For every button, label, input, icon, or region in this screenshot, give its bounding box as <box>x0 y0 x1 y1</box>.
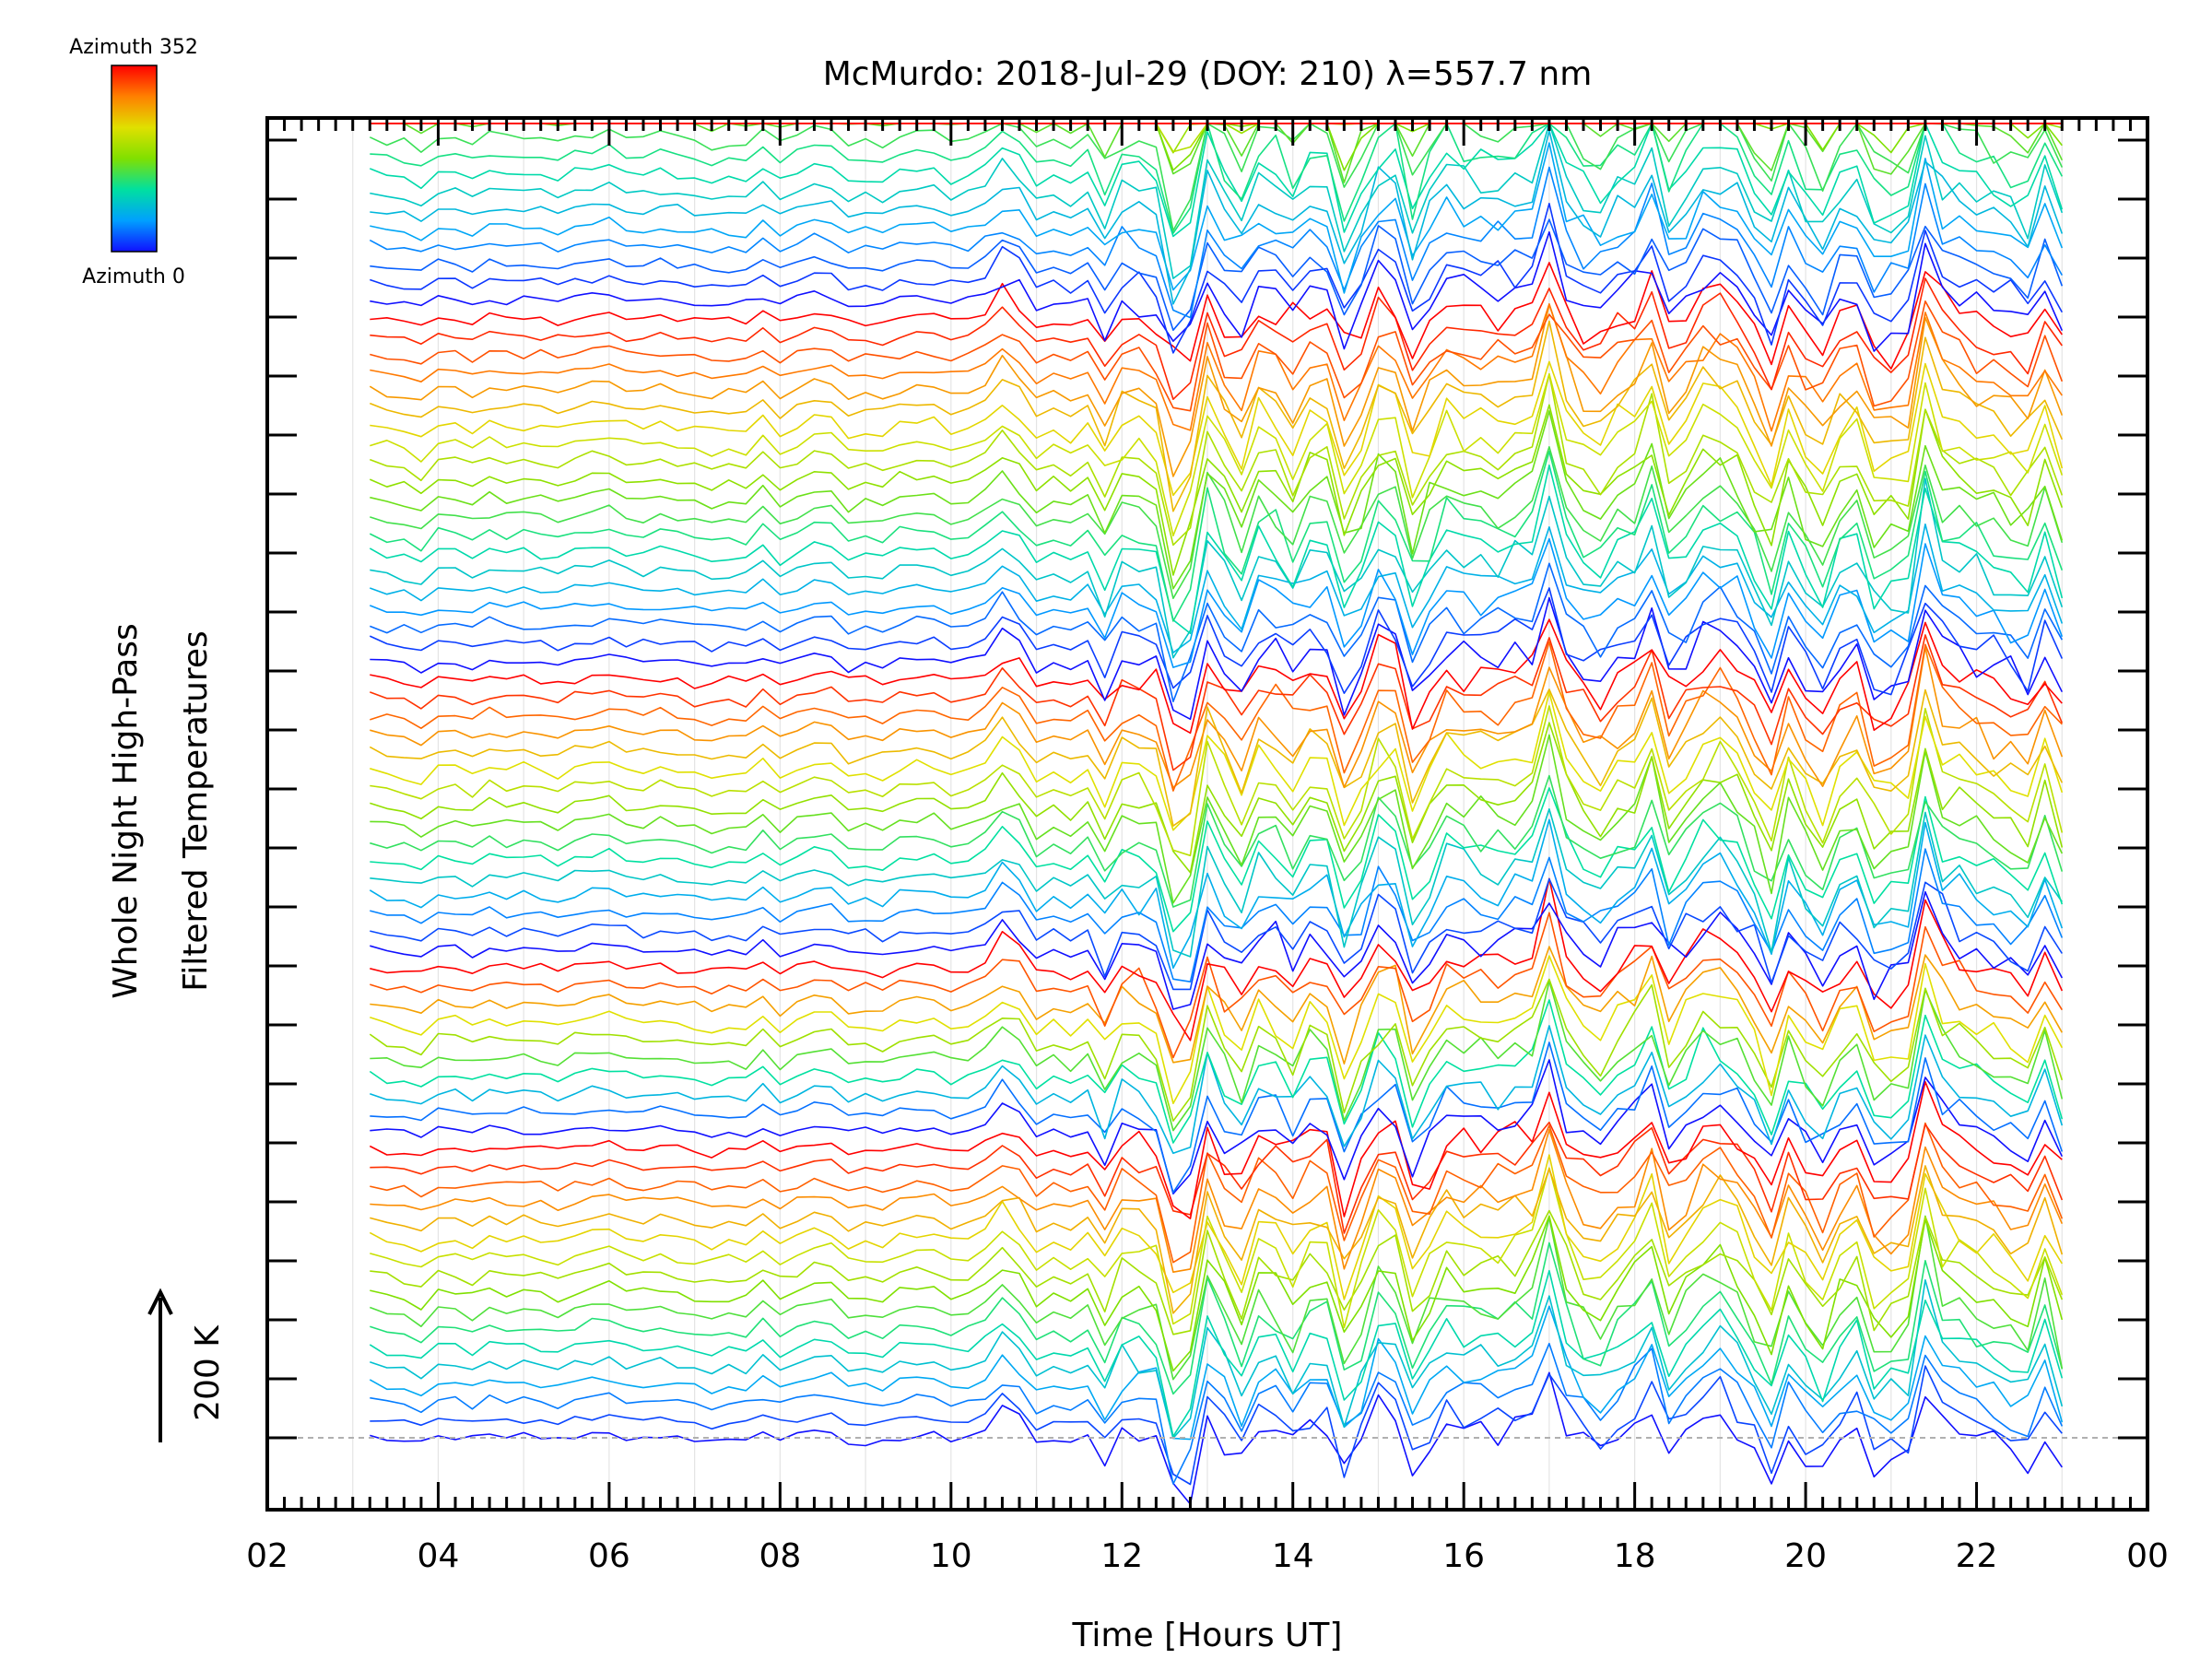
trace-line <box>370 218 2064 332</box>
x-tick-label: 04 <box>418 1537 460 1575</box>
trace-line <box>369 1305 2064 1441</box>
trace-line <box>370 1041 2064 1194</box>
scale-label: 200 K <box>189 1324 227 1421</box>
trace-line <box>369 404 2064 576</box>
x-axis-label: Time [Hours UT] <box>1072 1617 1343 1654</box>
trace-line <box>370 203 2064 354</box>
temperature-scale-bar: 200 K <box>147 1288 227 1442</box>
x-tick-label: 14 <box>1272 1537 1314 1575</box>
trace-line <box>370 302 2063 432</box>
trace-line <box>369 303 2064 477</box>
x-tick-label: 22 <box>1956 1537 1998 1575</box>
trace-line <box>370 722 2064 874</box>
trace-line <box>370 1122 2064 1264</box>
trace-line <box>370 1122 2064 1234</box>
x-tick-label: 00 <box>2126 1537 2169 1575</box>
trace-line <box>370 734 2064 904</box>
trace-line <box>370 320 2064 512</box>
trace-line <box>370 774 2064 908</box>
trace-line <box>370 445 2064 600</box>
trace-line <box>370 262 2063 370</box>
trace-line <box>370 477 2064 659</box>
trace-line <box>370 123 2064 238</box>
trace-line <box>370 890 2064 1010</box>
trace-line <box>370 523 2064 653</box>
trace-line <box>369 587 2064 696</box>
trace-line <box>370 877 2063 991</box>
trace-line <box>370 562 2063 703</box>
trace-line <box>370 1209 2064 1335</box>
trace-line <box>370 277 2063 401</box>
trace-line <box>370 1059 2064 1194</box>
colorbar-bottom-label: Azimuth 0 <box>82 265 185 288</box>
trace-line <box>369 1081 2063 1219</box>
trace-line <box>370 1215 2064 1372</box>
trace-line <box>370 1165 2064 1314</box>
azimuth-colorbar: Azimuth 352 Azimuth 0 <box>69 36 198 288</box>
trace-line <box>370 142 2064 294</box>
trace-line <box>370 372 2064 537</box>
trace-line <box>370 705 2064 857</box>
scale-arrow-head <box>147 1288 173 1315</box>
chart-title: McMurdo: 2018-Jul-29 (DOY: 210) λ=557.7 … <box>823 55 1593 93</box>
trace-line <box>370 646 2064 789</box>
trace-line <box>369 450 2064 622</box>
trace-line <box>370 641 2063 792</box>
x-axis-ticks: 02 04 06 08 10 12 14 16 18 20 22 00 <box>246 118 2169 1575</box>
trace-line <box>370 372 2064 547</box>
trace-line <box>369 688 2064 827</box>
trace-line <box>369 123 2064 231</box>
x-tick-label: 12 <box>1100 1537 1143 1575</box>
trace-line <box>370 980 2064 1132</box>
trace-line <box>369 999 2064 1144</box>
trace-line <box>370 787 2064 933</box>
trace-line <box>370 596 2064 721</box>
trace-line <box>370 1279 2064 1440</box>
x-tick-label: 10 <box>930 1537 972 1575</box>
trace-line <box>369 1154 2063 1300</box>
y-axis-label-line2: Filtered Temperatures <box>177 630 215 992</box>
trace-line <box>370 1365 2063 1486</box>
trace-line <box>370 123 2064 234</box>
x-tick-label: 20 <box>1784 1537 1827 1575</box>
trace-line <box>370 537 2064 668</box>
trace-line <box>369 818 2064 970</box>
x-tick-label: 06 <box>588 1537 630 1575</box>
trace-line <box>370 877 2064 1041</box>
trace-line <box>369 166 2063 319</box>
trace-line <box>370 634 2064 771</box>
trace-line <box>370 848 2064 982</box>
x-tick-label: 08 <box>759 1537 801 1575</box>
trace-line <box>369 1269 2064 1438</box>
trace-line <box>370 1371 2063 1505</box>
trace-line <box>370 618 2063 735</box>
y-axis-label: Whole Night High-Pass Filtered Temperatu… <box>107 623 215 999</box>
x-tick-label: 18 <box>1614 1537 1656 1575</box>
trace-line <box>370 1241 2064 1395</box>
trace-line <box>370 360 2064 497</box>
trace-line <box>369 464 2064 635</box>
trace-line <box>370 1128 2064 1273</box>
trace-line <box>370 807 2063 958</box>
trace-line <box>370 123 2064 279</box>
colorbar-top-label: Azimuth 352 <box>69 36 198 59</box>
x-tick-label: 02 <box>246 1537 288 1575</box>
x-tick-label: 16 <box>1442 1537 1485 1575</box>
vertical-gridlines <box>352 120 2063 1508</box>
y-axis-ticks <box>267 138 2147 1440</box>
trace-line <box>370 1342 2064 1485</box>
trace-line <box>370 410 2064 590</box>
trace-line <box>370 300 2064 412</box>
temperature-traces <box>369 123 2064 1505</box>
trace-line <box>370 955 2064 1104</box>
y-axis-label-line1: Whole Night High-Pass <box>107 623 145 999</box>
trace-line <box>370 1167 2064 1329</box>
trace-line <box>370 912 2063 1059</box>
trace-line <box>370 129 2064 305</box>
trace-line <box>370 946 2063 1065</box>
trace-line <box>370 691 2064 831</box>
trace-line <box>370 1025 2064 1155</box>
colorbar-gradient <box>111 65 158 253</box>
